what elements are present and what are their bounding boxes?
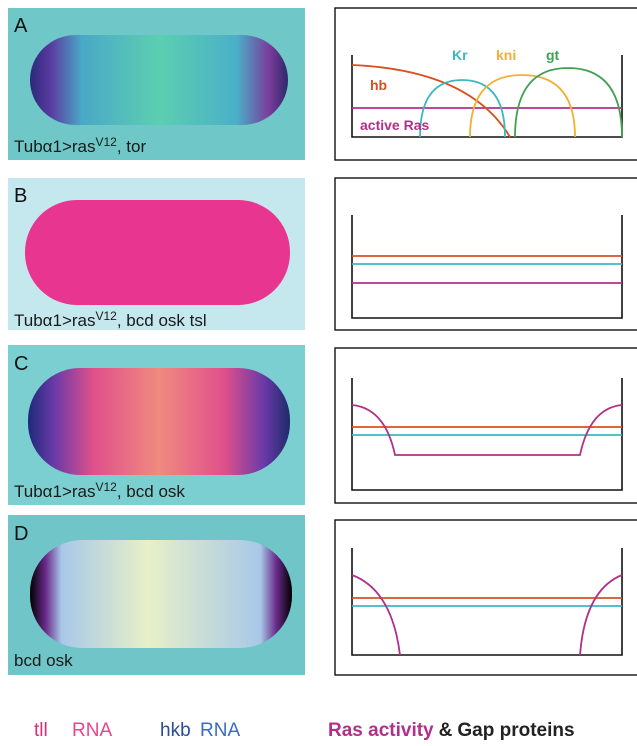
embryo <box>30 35 288 125</box>
caption-text: Tubα1>ras <box>14 482 96 501</box>
figure: A Tubα1>rasV12, tor hb Kr kni gt active … <box>0 0 637 746</box>
legend-and: & <box>439 720 453 741</box>
diagram-label: Kr <box>452 47 468 63</box>
embryo <box>25 200 290 305</box>
panel-letter: B <box>14 185 27 207</box>
page: {"panels": [ {"letter": "A", "caption": … <box>0 0 637 746</box>
legend-tll: tll <box>34 720 48 741</box>
panel-letter: A <box>14 15 28 37</box>
legend-gap-text: Gap proteins <box>457 720 574 741</box>
diagram-label: kni <box>496 47 516 63</box>
caption-suffix: , tor <box>117 137 147 156</box>
diagram-box <box>335 178 637 330</box>
panel-letter: C <box>14 353 28 375</box>
caption-suffix: , bcd osk <box>117 482 186 501</box>
caption-suffix: , bcd osk tsl <box>117 311 207 330</box>
caption: Tubα1>rasV12, tor <box>14 135 146 156</box>
diagram-label: gt <box>546 47 560 63</box>
legend-ras: Ras activity <box>328 720 434 741</box>
caption-sup: V12 <box>96 135 118 149</box>
legend-rna: RNA <box>72 720 112 741</box>
caption-sup: V12 <box>96 309 118 323</box>
diagram-label: hb <box>370 77 387 93</box>
caption: bcd osk <box>14 651 73 670</box>
legend-hkb: hkb <box>160 720 191 741</box>
caption-text: Tubα1>ras <box>14 311 96 330</box>
caption-sup: V12 <box>96 480 118 494</box>
embryo <box>28 368 290 475</box>
diagram-label: active Ras <box>360 117 429 133</box>
legend-rna: RNA <box>200 720 240 741</box>
legend-gap: Ras activity&Gap proteins <box>328 720 575 741</box>
caption-text: Tubα1>ras <box>14 137 96 156</box>
panel-letter: D <box>14 523 28 545</box>
embryo <box>30 540 292 648</box>
